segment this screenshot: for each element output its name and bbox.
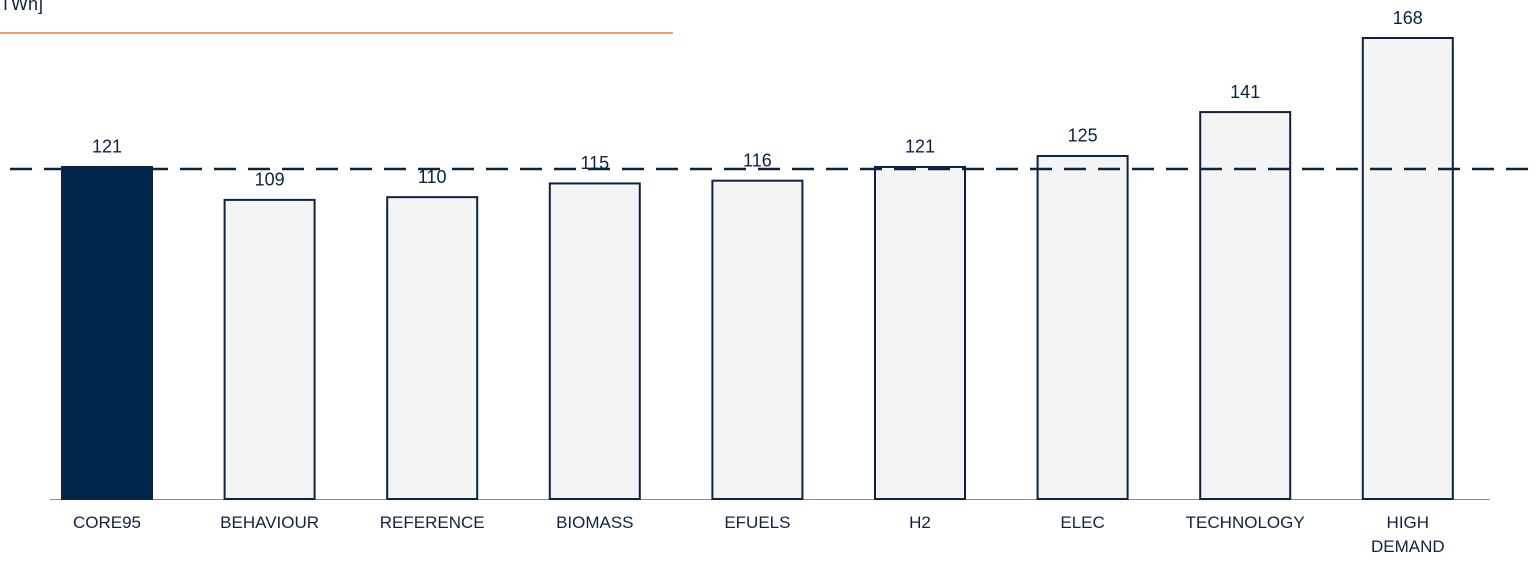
x-tick-label: EFUELS	[724, 513, 791, 532]
x-tick-label: ELEC	[1060, 513, 1105, 532]
bar	[548, 182, 641, 501]
bar	[1036, 154, 1129, 500]
bar	[1199, 111, 1292, 500]
bar	[711, 179, 804, 500]
x-tick-label: BIOMASS	[556, 513, 634, 532]
x-tick-label: CORE95	[72, 513, 142, 532]
value-label: 168	[1393, 8, 1423, 28]
bar	[1361, 37, 1454, 500]
unit-label: TWh]	[0, 0, 43, 14]
value-label: 141	[1230, 82, 1260, 102]
bar	[874, 165, 966, 500]
bar	[386, 196, 479, 500]
value-label: 116	[743, 150, 772, 170]
x-tick-label: BEHAVIOUR	[220, 513, 320, 532]
value-label: 109	[255, 170, 285, 190]
value-label: 125	[1068, 126, 1098, 146]
value-label: 121	[92, 137, 122, 157]
x-tick-label: H2	[909, 513, 931, 532]
bar	[61, 165, 153, 500]
value-label: 121	[905, 137, 935, 157]
x-tick-label: HIGH DEMAND	[1370, 513, 1445, 556]
value-label: 110	[418, 167, 447, 187]
x-tick-label: REFERENCE	[379, 513, 485, 532]
bar	[223, 198, 316, 500]
x-tick-label: TECHNOLOGY	[1185, 513, 1305, 532]
